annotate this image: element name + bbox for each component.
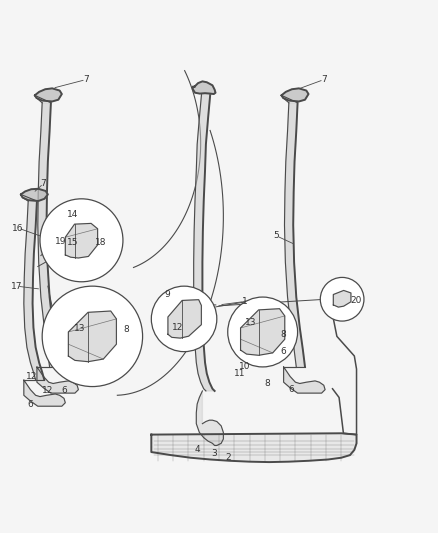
Circle shape [243, 329, 248, 335]
Text: 8: 8 [124, 325, 129, 334]
Polygon shape [196, 304, 215, 313]
Text: 12: 12 [26, 372, 38, 381]
Text: 6: 6 [281, 347, 286, 356]
Text: 15: 15 [67, 238, 78, 247]
Text: 7: 7 [41, 179, 46, 188]
Text: 13: 13 [245, 318, 256, 327]
Polygon shape [168, 300, 201, 338]
Text: 2: 2 [225, 453, 230, 462]
Polygon shape [282, 88, 308, 101]
Text: 8: 8 [264, 379, 270, 388]
Polygon shape [35, 88, 62, 101]
Polygon shape [24, 201, 44, 380]
Circle shape [228, 297, 297, 367]
Text: 12: 12 [42, 386, 53, 395]
Text: 9: 9 [165, 290, 170, 300]
Polygon shape [284, 367, 325, 393]
Text: 20: 20 [351, 296, 362, 305]
Polygon shape [194, 94, 215, 391]
Text: 13: 13 [74, 324, 85, 333]
Polygon shape [65, 223, 98, 258]
Text: 12: 12 [172, 323, 183, 332]
Text: 11: 11 [234, 369, 246, 378]
Text: 16: 16 [11, 223, 23, 232]
Text: 6: 6 [288, 385, 294, 394]
Text: 6: 6 [28, 400, 33, 408]
Text: 6: 6 [61, 386, 67, 395]
Circle shape [320, 277, 364, 321]
Polygon shape [151, 433, 357, 462]
Circle shape [42, 286, 143, 386]
Polygon shape [285, 103, 305, 367]
Text: 10: 10 [239, 361, 250, 370]
Text: 19: 19 [55, 237, 67, 246]
Text: 7: 7 [321, 75, 327, 84]
Polygon shape [21, 189, 48, 201]
Circle shape [243, 301, 248, 306]
Circle shape [40, 199, 123, 282]
Text: 17: 17 [11, 281, 23, 290]
Text: 7: 7 [83, 75, 89, 84]
Text: 8: 8 [281, 330, 286, 338]
Circle shape [243, 316, 248, 321]
Text: 18: 18 [95, 238, 106, 247]
Circle shape [151, 286, 217, 352]
Polygon shape [38, 103, 58, 367]
Polygon shape [193, 82, 215, 94]
Polygon shape [333, 290, 351, 307]
Polygon shape [24, 380, 65, 406]
Text: 5: 5 [274, 231, 279, 240]
Polygon shape [196, 391, 223, 446]
Text: 1: 1 [242, 297, 248, 306]
Text: 14: 14 [67, 211, 78, 220]
Polygon shape [68, 311, 117, 362]
Polygon shape [37, 367, 78, 393]
Polygon shape [240, 309, 285, 356]
Text: 3: 3 [211, 449, 217, 458]
Text: 4: 4 [194, 445, 200, 454]
